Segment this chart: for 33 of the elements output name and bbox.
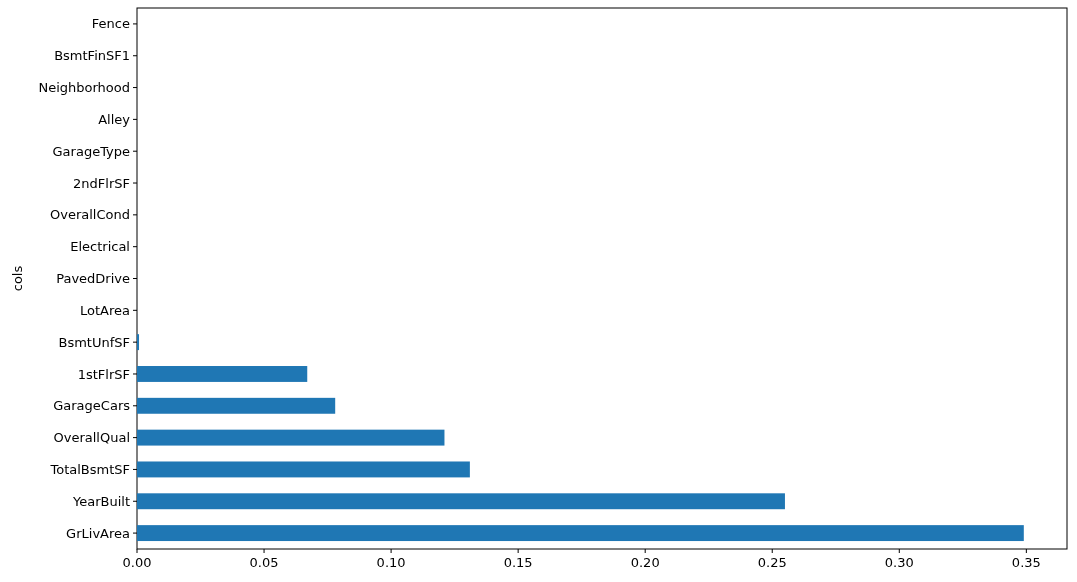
x-tick-label: 0.35 xyxy=(1011,555,1041,570)
x-tick-label: 0.30 xyxy=(884,555,914,570)
y-tick-label: GarageType xyxy=(52,143,130,159)
y-tick-label: Electrical xyxy=(70,239,130,255)
y-axis-title: cols xyxy=(10,265,25,292)
bar xyxy=(137,493,785,510)
y-tick-label: OverallQual xyxy=(53,430,130,446)
y-tick-label: TotalBsmtSF xyxy=(49,461,130,477)
y-tick-label: Alley xyxy=(98,111,131,127)
y-tick-label: 2ndFlrSF xyxy=(73,175,130,191)
y-tick-label: OverallCond xyxy=(50,207,130,223)
x-tick-label: 0.20 xyxy=(630,555,660,570)
y-tick-label: YearBuilt xyxy=(71,493,130,509)
bar xyxy=(137,334,140,351)
y-tick-label: BsmtUnfSF xyxy=(58,334,130,350)
y-tick-label: GarageCars xyxy=(53,398,131,414)
y-tick-label: 1stFlrSF xyxy=(77,366,130,382)
x-tick-label: 0.00 xyxy=(122,555,152,570)
bar xyxy=(137,429,445,446)
x-tick-label: 0.05 xyxy=(249,555,279,570)
y-tick-label: LotArea xyxy=(80,302,130,318)
bar xyxy=(137,461,470,478)
y-tick-label: BsmtFinSF1 xyxy=(54,48,130,64)
y-tick-label: GrLivArea xyxy=(66,525,130,541)
x-tick-label: 0.15 xyxy=(503,555,533,570)
x-tick-label: 0.10 xyxy=(376,555,406,570)
bar xyxy=(137,397,336,414)
bar xyxy=(137,525,1024,542)
x-tick-label: 0.25 xyxy=(757,555,787,570)
bar xyxy=(137,366,308,382)
y-tick-label: Fence xyxy=(91,16,130,32)
y-tick-label: PavedDrive xyxy=(56,271,130,287)
y-tick-label: Neighborhood xyxy=(38,80,130,96)
